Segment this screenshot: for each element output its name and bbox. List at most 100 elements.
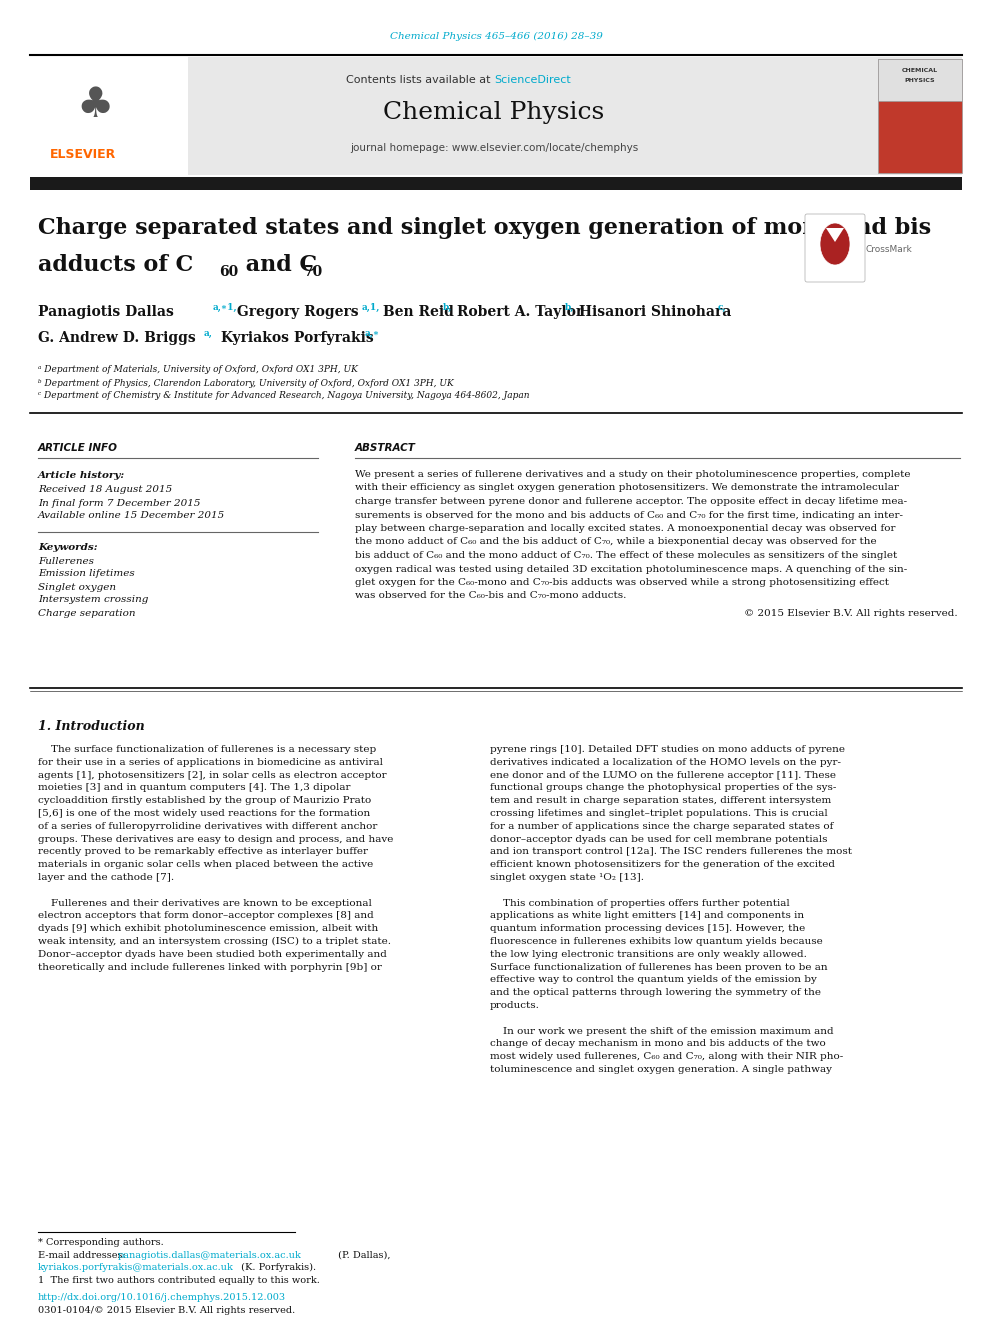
Text: http://dx.doi.org/10.1016/j.chemphys.2015.12.003: http://dx.doi.org/10.1016/j.chemphys.201…	[38, 1293, 286, 1302]
Text: of a series of fulleropyrrolidine derivatives with different anchor: of a series of fulleropyrrolidine deriva…	[38, 822, 377, 831]
Text: crossing lifetimes and singlet–triplet populations. This is crucial: crossing lifetimes and singlet–triplet p…	[490, 808, 827, 818]
Text: Donor–acceptor dyads have been studied both experimentally and: Donor–acceptor dyads have been studied b…	[38, 950, 387, 959]
Text: oxygen radical was tested using detailed 3D excitation photoluminescence maps. A: oxygen radical was tested using detailed…	[355, 565, 908, 573]
Text: a,1,: a,1,	[362, 303, 380, 311]
Text: derivatives indicated a localization of the HOMO levels on the pyr-: derivatives indicated a localization of …	[490, 758, 841, 767]
Text: 60: 60	[219, 265, 238, 279]
Text: 1  The first two authors contributed equally to this work.: 1 The first two authors contributed equa…	[38, 1275, 319, 1285]
Ellipse shape	[820, 224, 850, 265]
Text: cycloaddition firstly established by the group of Maurizio Prato: cycloaddition firstly established by the…	[38, 796, 371, 806]
Text: toluminescence and singlet oxygen generation. A single pathway: toluminescence and singlet oxygen genera…	[490, 1065, 832, 1074]
Text: electron acceptors that form donor–acceptor complexes [8] and: electron acceptors that form donor–accep…	[38, 912, 374, 921]
Text: efficient known photosensitizers for the generation of the excited: efficient known photosensitizers for the…	[490, 860, 835, 869]
Text: ᶜ Department of Chemistry & Institute for Advanced Research, Nagoya University, : ᶜ Department of Chemistry & Institute fo…	[38, 392, 530, 401]
Text: glet oxygen for the C₆₀-mono and C₇₀-bis adducts was observed while a strong pho: glet oxygen for the C₆₀-mono and C₇₀-bis…	[355, 578, 889, 587]
Text: play between charge-separation and locally excited states. A monoexponential dec: play between charge-separation and local…	[355, 524, 896, 533]
Text: Received 18 August 2015: Received 18 August 2015	[38, 486, 173, 495]
Text: ABSTRACT: ABSTRACT	[355, 443, 416, 452]
Text: This combination of properties offers further potential: This combination of properties offers fu…	[490, 898, 790, 908]
Text: In our work we present the shift of the emission maximum and: In our work we present the shift of the …	[490, 1027, 833, 1036]
Text: Fullerenes: Fullerenes	[38, 557, 94, 565]
Text: functional groups change the photophysical properties of the sys-: functional groups change the photophysic…	[490, 783, 836, 792]
Text: b,: b,	[443, 303, 452, 311]
Text: and ion transport control [12a]. The ISC renders fullerenes the most: and ion transport control [12a]. The ISC…	[490, 848, 852, 856]
Text: Charge separation: Charge separation	[38, 609, 136, 618]
Text: a,∗1,: a,∗1,	[213, 303, 238, 311]
Text: donor–acceptor dyads can be used for cell membrane potentials: donor–acceptor dyads can be used for cel…	[490, 835, 827, 844]
Text: and C: and C	[238, 254, 317, 277]
Text: (K. Porfyrakis).: (K. Porfyrakis).	[238, 1263, 316, 1273]
Text: Emission lifetimes: Emission lifetimes	[38, 569, 135, 578]
Text: 1. Introduction: 1. Introduction	[38, 720, 145, 733]
Text: singlet oxygen state ¹O₂ [13].: singlet oxygen state ¹O₂ [13].	[490, 873, 644, 882]
Text: agents [1], photosensitizers [2], in solar cells as electron acceptor: agents [1], photosensitizers [2], in sol…	[38, 770, 387, 779]
Text: charge transfer between pyrene donor and fullerene acceptor. The opposite effect: charge transfer between pyrene donor and…	[355, 497, 907, 505]
Text: with their efficiency as singlet oxygen generation photosensitizers. We demonstr: with their efficiency as singlet oxygen …	[355, 483, 899, 492]
Text: G. Andrew D. Briggs: G. Andrew D. Briggs	[38, 331, 195, 345]
Bar	[30, 57, 188, 175]
Text: adducts of C: adducts of C	[38, 254, 193, 277]
Text: b,: b,	[565, 303, 574, 311]
Text: journal homepage: www.elsevier.com/locate/chemphys: journal homepage: www.elsevier.com/locat…	[350, 143, 638, 153]
Text: The surface functionalization of fullerenes is a necessary step: The surface functionalization of fullere…	[38, 745, 376, 754]
Bar	[878, 60, 962, 101]
Text: pyrene rings [10]. Detailed DFT studies on mono adducts of pyrene: pyrene rings [10]. Detailed DFT studies …	[490, 745, 845, 754]
Text: Panagiotis Dallas: Panagiotis Dallas	[38, 306, 174, 319]
Text: Available online 15 December 2015: Available online 15 December 2015	[38, 512, 225, 520]
Text: ELSEVIER: ELSEVIER	[50, 148, 116, 161]
Text: Keywords:: Keywords:	[38, 542, 97, 552]
Text: kyriakos.porfyrakis@materials.ox.ac.uk: kyriakos.porfyrakis@materials.ox.ac.uk	[38, 1263, 234, 1271]
Text: and the optical patterns through lowering the symmetry of the: and the optical patterns through lowerin…	[490, 988, 821, 998]
Text: CHEMICAL: CHEMICAL	[902, 67, 938, 73]
Text: Article history:: Article history:	[38, 471, 125, 480]
Text: applications as white light emitters [14] and components in: applications as white light emitters [14…	[490, 912, 805, 921]
Text: ᵇ Department of Physics, Clarendon Laboratory, University of Oxford, Oxford OX1 : ᵇ Department of Physics, Clarendon Labor…	[38, 378, 453, 388]
Text: materials in organic solar cells when placed between the active: materials in organic solar cells when pl…	[38, 860, 373, 869]
Text: * Corresponding authors.: * Corresponding authors.	[38, 1238, 164, 1248]
Bar	[30, 57, 962, 175]
Text: Charge separated states and singlet oxygen generation of mono and bis: Charge separated states and singlet oxyg…	[38, 217, 931, 239]
Text: groups. These derivatives are easy to design and process, and have: groups. These derivatives are easy to de…	[38, 835, 394, 844]
Text: Hisanori Shinohara: Hisanori Shinohara	[574, 306, 731, 319]
Text: Ben Reid: Ben Reid	[378, 306, 454, 319]
FancyBboxPatch shape	[805, 214, 865, 282]
Text: Contents lists available at: Contents lists available at	[346, 75, 494, 85]
Text: most widely used fullerenes, C₆₀ and C₇₀, along with their NIR pho-: most widely used fullerenes, C₆₀ and C₇₀…	[490, 1052, 843, 1061]
Text: the low lying electronic transitions are only weakly allowed.: the low lying electronic transitions are…	[490, 950, 806, 959]
Text: dyads [9] which exhibit photoluminescence emission, albeit with: dyads [9] which exhibit photoluminescenc…	[38, 925, 378, 933]
Text: panagiotis.dallas@materials.ox.ac.uk: panagiotis.dallas@materials.ox.ac.uk	[118, 1252, 302, 1259]
Text: Surface functionalization of fullerenes has been proven to be an: Surface functionalization of fullerenes …	[490, 963, 827, 971]
Bar	[30, 177, 962, 191]
Text: moieties [3] and in quantum computers [4]. The 1,3 dipolar: moieties [3] and in quantum computers [4…	[38, 783, 350, 792]
Text: c,: c,	[718, 303, 726, 311]
Text: E-mail addresses:: E-mail addresses:	[38, 1252, 129, 1259]
Text: Chemical Physics: Chemical Physics	[383, 101, 605, 123]
Text: effective way to control the quantum yields of the emission by: effective way to control the quantum yie…	[490, 975, 816, 984]
Text: for their use in a series of applications in biomedicine as antiviral: for their use in a series of application…	[38, 758, 383, 767]
Text: Gregory Rogers: Gregory Rogers	[232, 306, 359, 319]
Text: PHYSICS: PHYSICS	[905, 78, 935, 82]
Text: Intersystem crossing: Intersystem crossing	[38, 595, 149, 605]
Text: bis adduct of C₆₀ and the mono adduct of C₇₀. The effect of these molecules as s: bis adduct of C₆₀ and the mono adduct of…	[355, 550, 897, 560]
Text: © 2015 Elsevier B.V. All rights reserved.: © 2015 Elsevier B.V. All rights reserved…	[744, 609, 958, 618]
Text: ᵃ Department of Materials, University of Oxford, Oxford OX1 3PH, UK: ᵃ Department of Materials, University of…	[38, 365, 358, 374]
Text: surements is observed for the mono and bis adducts of C₆₀ and C₇₀ for the first : surements is observed for the mono and b…	[355, 511, 903, 520]
Text: ARTICLE INFO: ARTICLE INFO	[38, 443, 118, 452]
Text: quantum information processing devices [15]. However, the: quantum information processing devices […	[490, 925, 806, 933]
Text: a,: a,	[204, 328, 213, 337]
Text: ♣: ♣	[76, 83, 114, 126]
Text: for a number of applications since the charge separated states of: for a number of applications since the c…	[490, 822, 833, 831]
Text: In final form 7 December 2015: In final form 7 December 2015	[38, 499, 200, 508]
Text: [5,6] is one of the most widely used reactions for the formation: [5,6] is one of the most widely used rea…	[38, 808, 370, 818]
Text: recently proved to be remarkably effective as interlayer buffer: recently proved to be remarkably effecti…	[38, 848, 368, 856]
Text: (P. Dallas),: (P. Dallas),	[335, 1252, 391, 1259]
Text: CrossMark: CrossMark	[865, 246, 912, 254]
Text: ScienceDirect: ScienceDirect	[494, 75, 570, 85]
Text: Kyriakos Porfyrakis: Kyriakos Porfyrakis	[216, 331, 374, 345]
Text: tem and result in charge separation states, different intersystem: tem and result in charge separation stat…	[490, 796, 831, 806]
Text: Singlet oxygen: Singlet oxygen	[38, 582, 116, 591]
Text: 70: 70	[304, 265, 323, 279]
Text: layer and the cathode [7].: layer and the cathode [7].	[38, 873, 175, 882]
Text: We present a series of fullerene derivatives and a study on their photoluminesce: We present a series of fullerene derivat…	[355, 470, 911, 479]
Text: 0301-0104/© 2015 Elsevier B.V. All rights reserved.: 0301-0104/© 2015 Elsevier B.V. All right…	[38, 1306, 296, 1315]
